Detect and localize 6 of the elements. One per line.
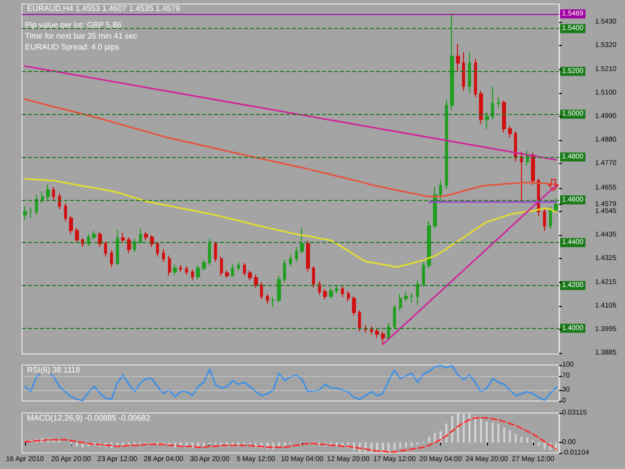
chart-title: EURAUD,H4 1.4553 1.4607 1.4535 1.4579 (27, 4, 181, 13)
chart-title: RSI(6) 38.1118 (27, 366, 81, 374)
annotation: Time for next bar 35 min 41 sec (25, 32, 138, 40)
annotation: EURAUD Spread: 4.0 pips (25, 42, 120, 52)
chart-title: MACD(12,26,9) -0.00885 -0.00682 (27, 414, 151, 422)
annotation: Pip value per lot: GBP 5.86 (25, 20, 122, 30)
